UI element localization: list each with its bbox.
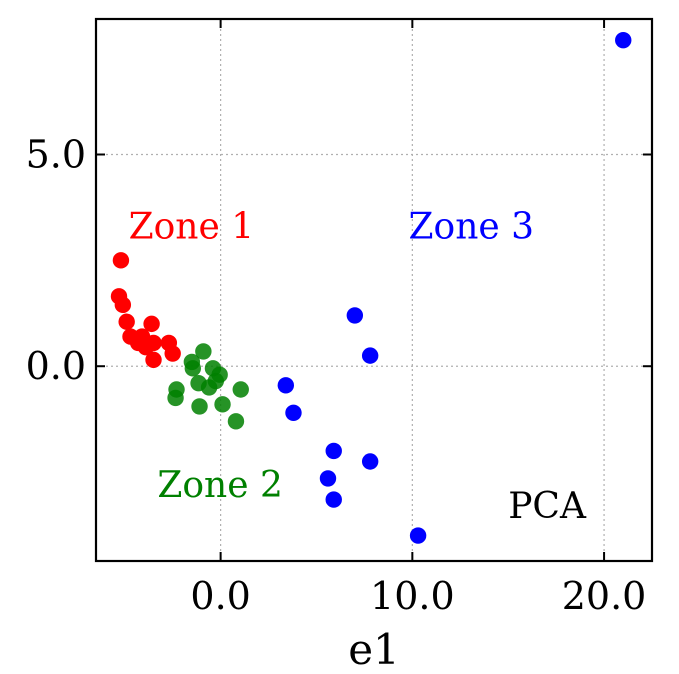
data-point bbox=[191, 398, 208, 415]
data-point bbox=[143, 315, 160, 333]
y-tick-label: 5.0 bbox=[26, 133, 86, 177]
x-axis-label: e1 bbox=[348, 625, 400, 674]
data-point bbox=[214, 396, 231, 413]
data-point bbox=[164, 345, 181, 362]
y-tick-label: 0.0 bbox=[26, 344, 86, 388]
data-point bbox=[227, 413, 245, 430]
grid-lines bbox=[96, 19, 652, 561]
data-point bbox=[361, 453, 379, 470]
zone-annotation: Zone 1 bbox=[129, 206, 255, 247]
data-point bbox=[112, 252, 130, 269]
axis-ticks bbox=[96, 19, 652, 561]
zone-annotation: Zone 2 bbox=[157, 465, 283, 506]
data-point bbox=[211, 366, 228, 383]
data-point bbox=[195, 343, 212, 360]
data-point bbox=[232, 381, 249, 398]
data-point bbox=[409, 527, 427, 544]
tick-labels: 0.0 10.0 20.0 0.0 5.0 bbox=[26, 133, 647, 619]
data-point bbox=[325, 442, 342, 460]
data-point bbox=[325, 491, 342, 508]
zone-annotations: Zone 1 Zone 2 Zone 3 PCA bbox=[129, 206, 587, 526]
data-point bbox=[118, 313, 135, 330]
zone-annotation: PCA bbox=[508, 486, 587, 527]
data-point bbox=[277, 377, 295, 394]
plot-frame bbox=[94, 17, 654, 563]
data-point bbox=[361, 347, 379, 364]
data-point bbox=[615, 31, 632, 49]
data-point bbox=[114, 296, 132, 314]
data-point bbox=[319, 470, 337, 487]
data-point bbox=[285, 404, 302, 421]
data-point bbox=[145, 351, 162, 369]
x-tick-label: 20.0 bbox=[562, 574, 647, 618]
data-point bbox=[346, 307, 364, 324]
x-tick-label: 10.0 bbox=[370, 574, 455, 618]
zone-annotation: Zone 3 bbox=[409, 206, 535, 247]
x-tick-label: 0.0 bbox=[190, 574, 250, 618]
data-point bbox=[145, 334, 162, 352]
data-point bbox=[184, 360, 202, 377]
data-point bbox=[167, 389, 184, 407]
data-points bbox=[110, 31, 632, 544]
